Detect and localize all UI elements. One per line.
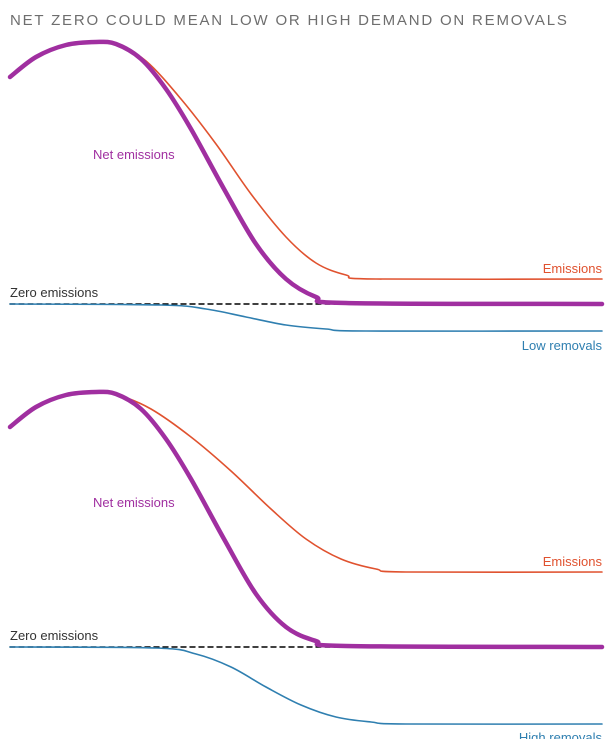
zero-label-low: Zero emissions xyxy=(10,285,99,300)
removals-label-low: Low removals xyxy=(522,338,603,353)
emissions-label-low: Emissions xyxy=(543,261,603,276)
removals-line-high xyxy=(10,647,602,724)
net-line-high xyxy=(10,392,602,647)
panel-high: Zero emissionsHigh removalsEmissionsNet … xyxy=(10,392,602,739)
net-label-low: Net emissions xyxy=(93,147,175,162)
chart-title: NET ZERO COULD MEAN LOW OR HIGH DEMAND O… xyxy=(10,12,605,29)
emissions-label-high: Emissions xyxy=(543,554,603,569)
emissions-line-high xyxy=(96,392,602,572)
net-zero-chart: Zero emissions Low removals Emissions Net e… xyxy=(6,39,605,739)
zero-label-high: Zero emissions xyxy=(10,628,99,643)
removals-line-low xyxy=(10,304,602,331)
panel-low: Zero emissions Low removals Emissions Net e… xyxy=(10,42,602,353)
net-line-low xyxy=(10,42,602,304)
net-label-high: Net emissions xyxy=(93,495,175,510)
